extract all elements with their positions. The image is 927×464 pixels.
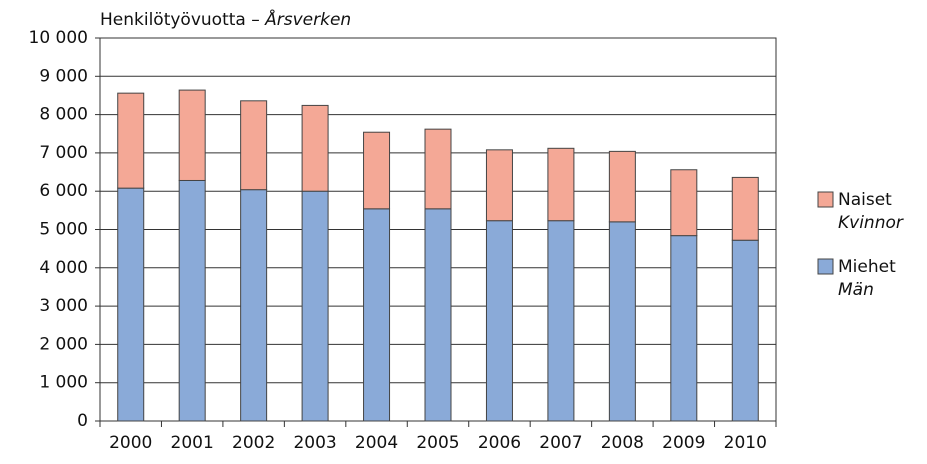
y-tick-label: 0 (77, 411, 88, 431)
x-tick-label: 2009 (662, 433, 705, 453)
title-sv: Årsverken (264, 8, 351, 30)
bar-segment (485, 220, 513, 422)
y-tick-label: 9 000 (39, 66, 88, 86)
bar-segment (547, 220, 575, 422)
bar-segment (608, 150, 636, 223)
y-tick-label: 8 000 (39, 105, 88, 125)
bar-segment (670, 235, 698, 422)
y-tick-label: 1 000 (39, 373, 88, 393)
bar-segment (240, 189, 268, 422)
y-tick-label: 2 000 (39, 334, 88, 354)
legend-label-sv: Kvinnor (838, 213, 904, 233)
bar-segment (117, 187, 145, 422)
y-tick-label: 5 000 (39, 220, 88, 240)
bar-segment (424, 208, 452, 422)
y-tick-label: 4 000 (39, 258, 88, 278)
legend-swatch (817, 191, 834, 208)
legend-swatch (817, 258, 834, 275)
bar-segment (731, 176, 759, 241)
x-tick-label: 2003 (293, 433, 336, 453)
bar-segment (301, 190, 329, 422)
y-tick-label: 6 000 (39, 181, 88, 201)
bar-segment (608, 221, 636, 422)
x-tick-label: 2000 (109, 433, 152, 453)
x-tick-label: 2002 (232, 433, 275, 453)
bar-segment (547, 147, 575, 222)
bar-segment (424, 128, 452, 210)
x-tick-label: 2007 (539, 433, 582, 453)
bar-segment (670, 169, 698, 237)
x-tick-label: 2006 (478, 433, 521, 453)
x-tick-label: 2004 (355, 433, 398, 453)
bar-segment (117, 92, 145, 189)
title-fi: Henkilötyövuotta – (100, 10, 260, 30)
bar-segment (301, 104, 329, 192)
x-tick-label: 2010 (724, 433, 767, 453)
chart-title: Henkilötyövuotta – Årsverken (100, 8, 351, 30)
legend-label: Naiset (838, 190, 892, 210)
x-tick-label: 2001 (171, 433, 214, 453)
bar-segment (363, 208, 391, 422)
y-tick-label: 10 000 (29, 28, 88, 48)
bar-segment (178, 89, 206, 181)
x-tick-label: 2008 (601, 433, 644, 453)
x-tick-label: 2005 (416, 433, 459, 453)
bar-segment (178, 179, 206, 422)
y-tick-label: 3 000 (39, 296, 88, 316)
bar-segment (363, 131, 391, 210)
y-tick-label: 7 000 (39, 143, 88, 163)
bar-segment (485, 149, 513, 222)
legend-label-sv: Män (838, 280, 874, 300)
bar-segment (731, 239, 759, 422)
legend-label: Miehet (838, 257, 896, 277)
bar-segment (240, 100, 268, 191)
